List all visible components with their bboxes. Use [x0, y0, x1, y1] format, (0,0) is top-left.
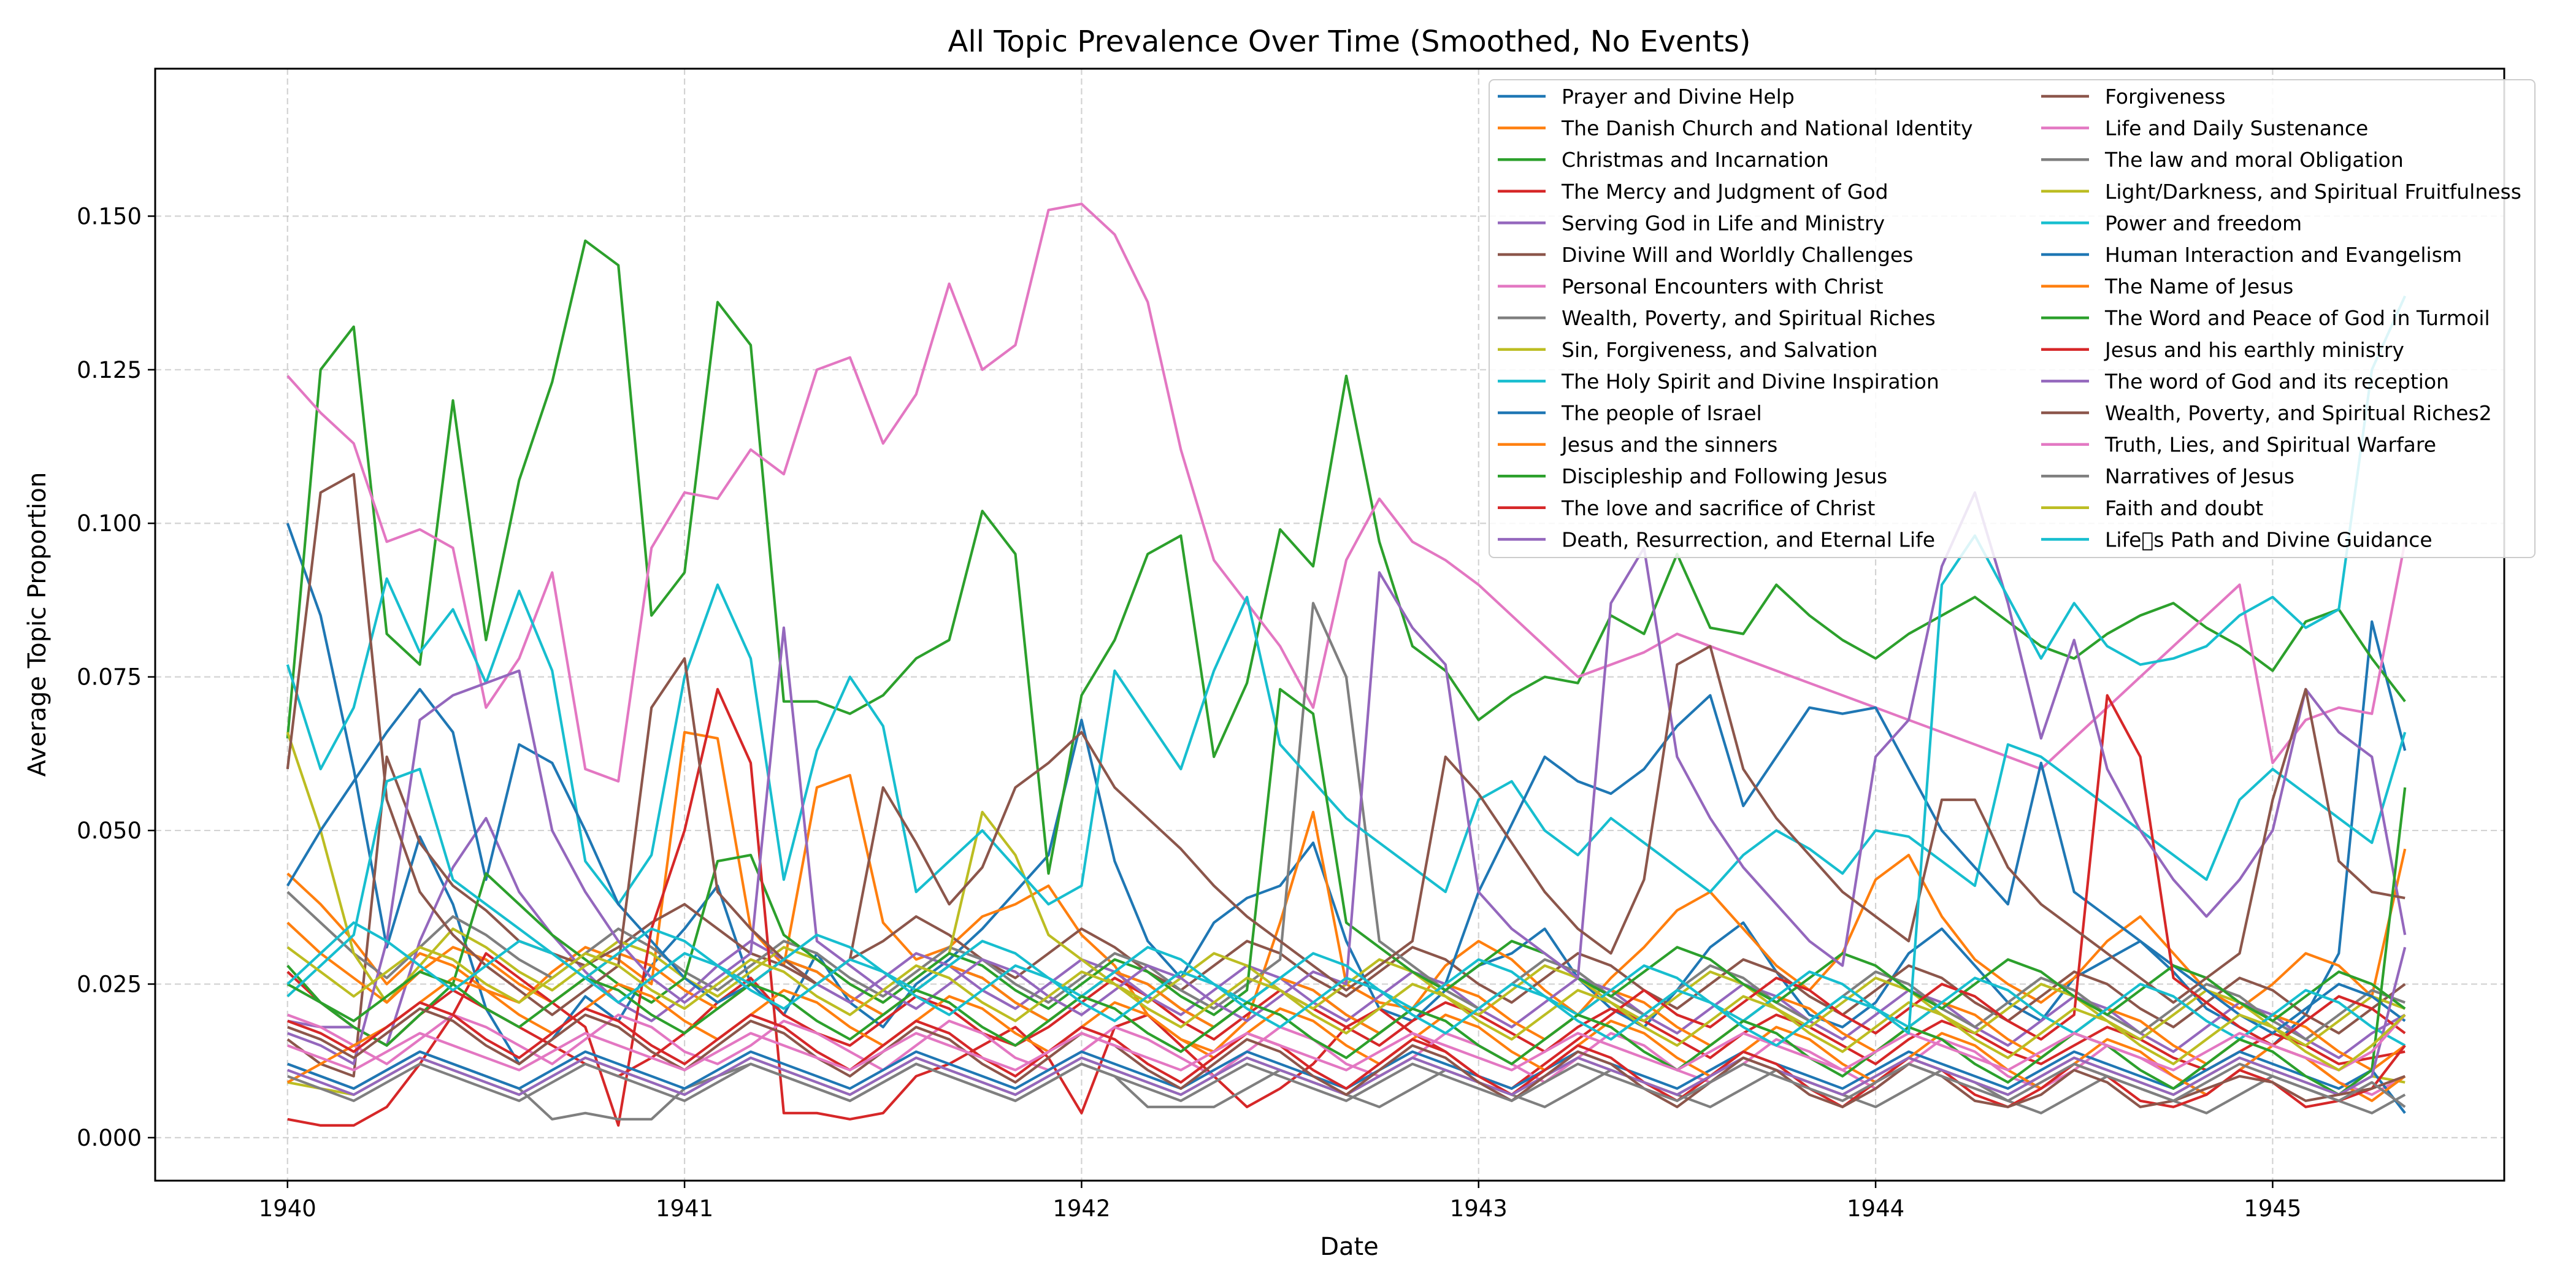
- series-line: [286, 602, 2405, 1041]
- legend-entry: Human Interaction and Evangelism: [2105, 243, 2462, 267]
- series-line: [286, 946, 2406, 1071]
- series-line: [286, 472, 2405, 1016]
- legend-entry: Jesus and his earthly ministry: [2104, 338, 2404, 362]
- legend-entry: Truth, Lies, and Spiritual Warfare: [2104, 433, 2436, 457]
- x-tick-label: 1945: [2244, 1195, 2301, 1222]
- plot-frame: [154, 67, 2505, 1182]
- x-tick-label: 1944: [1847, 1195, 1904, 1222]
- legend-entry: The Danish Church and National Identity: [1561, 117, 1973, 140]
- series-line: [287, 1062, 2406, 1108]
- legend-entry: Jesus and the sinners: [1560, 433, 1777, 457]
- series-line: [286, 239, 2406, 875]
- legend-entry: Death, Resurrection, and Eternal Life: [1562, 527, 1935, 551]
- series-line: [287, 1007, 2405, 1108]
- x-axis: 1940 1941 1942 1943 1944 1945: [259, 1181, 2301, 1222]
- x-tick-label: 1943: [1450, 1195, 1508, 1222]
- legend-entry: The law and moral Obligation: [2104, 148, 2404, 172]
- y-tick-label: 0.025: [77, 971, 142, 997]
- y-axis-label: Average Topic Proportion: [23, 472, 52, 777]
- x-axis-label: Date: [1320, 1233, 1379, 1261]
- series-line: [287, 1001, 2406, 1108]
- legend-entry: Personal Encounters with Christ: [1562, 275, 1884, 299]
- legend-entry: The love and sacrifice of Christ: [1561, 496, 1875, 520]
- series-line: [286, 523, 2407, 1065]
- y-tick-label: 0.050: [77, 818, 142, 844]
- legend-entry: Divine Will and Worldly Challenges: [1562, 243, 1913, 267]
- legend-entry: Discipleship and Following Jesus: [1562, 464, 1887, 488]
- legend-entry: Life s Path and Divine Guidance: [2105, 527, 2432, 551]
- legend-entry: Narratives of Jesus: [2105, 464, 2294, 488]
- y-tick-label: 0.000: [77, 1125, 142, 1151]
- legend-entry: The Name of Jesus: [2104, 275, 2293, 299]
- series-line: [286, 787, 2407, 1096]
- x-tick-label: 1940: [259, 1195, 316, 1222]
- legend-entry: Wealth, Poverty, and Spiritual Riches2: [2105, 401, 2492, 425]
- series-line: [286, 767, 2406, 1047]
- legend-entry: Forgiveness: [2105, 85, 2226, 109]
- legend-entry: Faith and doubt: [2105, 496, 2263, 520]
- legend-entry: Sin, Forgiveness, and Salvation: [1562, 338, 1877, 362]
- legend-entry: Serving God in Life and Ministry: [1562, 211, 1885, 235]
- series-line: [287, 1013, 2406, 1096]
- legend-entry: Light/Darkness, and Spiritual Fruitfulne…: [2105, 180, 2521, 204]
- y-tick-label: 0.100: [77, 510, 142, 537]
- legend-entry: The Mercy and Judgment of God: [1561, 180, 1888, 204]
- y-tick-label: 0.075: [77, 664, 142, 691]
- legend-entry: The people of Israel: [1561, 401, 1762, 425]
- chart-title: All Topic Prevalence Over Time (Smoothed…: [948, 25, 1750, 59]
- series-line: [287, 816, 2406, 1059]
- y-tick-label: 0.150: [77, 203, 142, 229]
- series-layer: [286, 202, 2407, 1127]
- x-tick-label: 1941: [656, 1195, 713, 1222]
- legend: Prayer and Divine Help The Danish Church …: [1489, 79, 2536, 558]
- x-tick-label: 1942: [1052, 1195, 1110, 1222]
- legend-entry: Power and freedom: [2105, 211, 2302, 235]
- legend-entry: Prayer and Divine Help: [1562, 85, 1795, 109]
- series-line: [286, 577, 2407, 906]
- series-line: [286, 295, 2407, 1047]
- legend-entry: Wealth, Poverty, and Spiritual Riches: [1562, 306, 1936, 330]
- legend-entry: The Holy Spirit and Divine Inspiration: [1561, 369, 1939, 393]
- series-line: [287, 688, 2406, 1127]
- legend-entry: The word of God and its reception: [2104, 369, 2449, 393]
- legend-entry: Christmas and Incarnation: [1562, 148, 1829, 172]
- legend-entry: Life and Daily Sustenance: [2105, 117, 2368, 140]
- legend-frame: [1489, 79, 2536, 558]
- series-line: [287, 491, 2407, 1065]
- series-line: [286, 202, 2407, 783]
- legend-entry: The Word and Peace of God in Turmoil: [2104, 306, 2490, 330]
- y-tick-label: 0.125: [77, 357, 142, 383]
- y-axis: 0.000 0.025 0.050 0.075 0.100 0.125 0.150: [77, 203, 155, 1151]
- series-line: [287, 1014, 2406, 1071]
